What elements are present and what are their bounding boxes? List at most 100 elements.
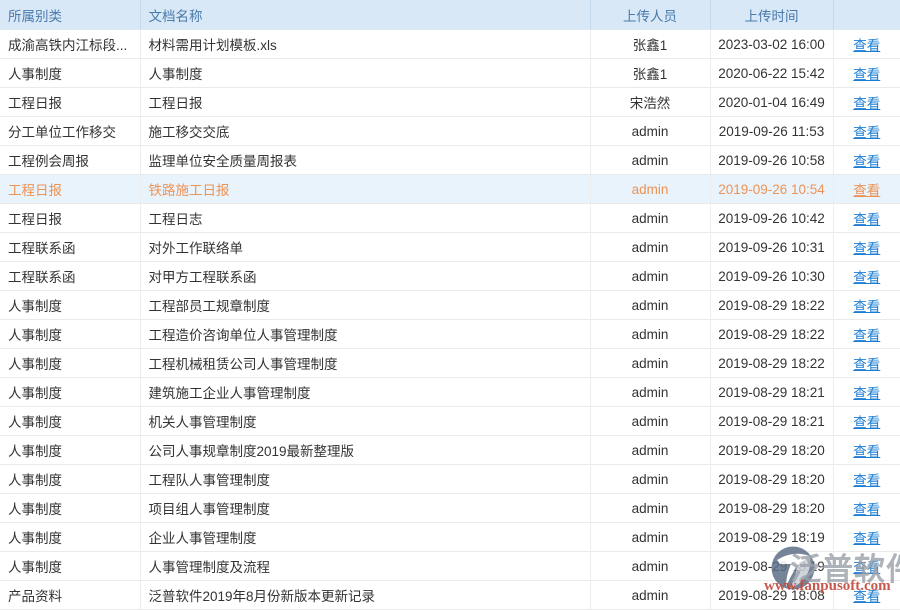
action-cell: 查看 (832, 435, 900, 465)
view-link[interactable]: 查看 (853, 444, 881, 459)
upload-time-cell: 2019-08-29 18:19 (709, 551, 833, 581)
upload-time-cell: 2019-08-29 18:20 (709, 435, 833, 465)
uploader-cell: admin (589, 348, 710, 378)
uploader-cell: admin (589, 116, 710, 146)
upload-time-cell: 2019-08-29 18:22 (709, 348, 833, 378)
view-link[interactable]: 查看 (853, 415, 881, 430)
doc-name-cell: 泛普软件2019年8月份新版本更新记录 (139, 580, 590, 610)
action-cell: 查看 (832, 464, 900, 494)
uploader-cell: admin (589, 493, 710, 523)
doc-name-cell: 施工移交交底 (139, 116, 590, 146)
uploader-cell: 张鑫1 (589, 58, 710, 88)
doc-name-cell: 人事制度 (139, 58, 590, 88)
category-cell: 人事制度 (0, 377, 140, 407)
view-link[interactable]: 查看 (853, 357, 881, 372)
upload-time-cell: 2019-08-29 18:19 (709, 522, 833, 552)
view-link[interactable]: 查看 (853, 386, 881, 401)
action-cell: 查看 (832, 174, 900, 204)
view-link[interactable]: 查看 (853, 531, 881, 546)
action-cell: 查看 (832, 522, 900, 552)
view-link[interactable]: 查看 (853, 328, 881, 343)
table-row: 人事制度 人事制度 张鑫1 2020-06-22 15:42 查看 (0, 58, 900, 88)
view-link[interactable]: 查看 (853, 67, 881, 82)
action-cell: 查看 (832, 580, 900, 610)
uploader-cell: admin (589, 174, 710, 204)
view-link[interactable]: 查看 (853, 270, 881, 285)
doc-name-cell: 对甲方工程联系函 (139, 261, 590, 291)
view-link[interactable]: 查看 (853, 154, 881, 169)
uploader-cell: admin (589, 406, 710, 436)
doc-name-cell: 工程部员工规章制度 (139, 290, 590, 320)
doc-name-cell: 对外工作联络单 (139, 232, 590, 262)
category-cell: 成渝高铁内江标段... (0, 29, 140, 59)
table-row: 工程例会周报 监理单位安全质量周报表 admin 2019-09-26 10:5… (0, 145, 900, 175)
uploader-cell: admin (589, 261, 710, 291)
view-link[interactable]: 查看 (853, 212, 881, 227)
uploader-cell: admin (589, 145, 710, 175)
category-cell: 工程联系函 (0, 232, 140, 262)
table-row: 人事制度 工程造价咨询单位人事管理制度 admin 2019-08-29 18:… (0, 319, 900, 349)
uploader-cell: admin (589, 580, 710, 610)
upload-time-cell: 2019-08-29 18:21 (709, 377, 833, 407)
view-link[interactable]: 查看 (853, 589, 881, 604)
category-cell: 工程例会周报 (0, 145, 140, 175)
action-cell: 查看 (832, 145, 900, 175)
action-cell: 查看 (832, 348, 900, 378)
view-link[interactable]: 查看 (853, 502, 881, 517)
column-header-doc_name: 文档名称 (139, 0, 590, 30)
view-link[interactable]: 查看 (853, 183, 881, 198)
table-row: 人事制度 公司人事规章制度2019最新整理版 admin 2019-08-29 … (0, 435, 900, 465)
doc-name-cell: 工程造价咨询单位人事管理制度 (139, 319, 590, 349)
table-row: 人事制度 工程机械租赁公司人事管理制度 admin 2019-08-29 18:… (0, 348, 900, 378)
doc-name-cell: 监理单位安全质量周报表 (139, 145, 590, 175)
action-cell: 查看 (832, 203, 900, 233)
table-row: 人事制度 人事管理制度及流程 admin 2019-08-29 18:19 查看 (0, 551, 900, 581)
uploader-cell: admin (589, 522, 710, 552)
upload-time-cell: 2019-09-26 10:58 (709, 145, 833, 175)
category-cell: 人事制度 (0, 348, 140, 378)
table-row: 工程联系函 对外工作联络单 admin 2019-09-26 10:31 查看 (0, 232, 900, 262)
upload-time-cell: 2020-01-04 16:49 (709, 87, 833, 117)
category-cell: 工程日报 (0, 203, 140, 233)
category-cell: 人事制度 (0, 290, 140, 320)
table-row: 工程日报 工程日报 宋浩然 2020-01-04 16:49 查看 (0, 87, 900, 117)
view-link[interactable]: 查看 (853, 241, 881, 256)
table-header-row: 所属别类 文档名称 上传人员 上传时间 (0, 0, 900, 30)
uploader-cell: admin (589, 551, 710, 581)
upload-time-cell: 2019-09-26 10:30 (709, 261, 833, 291)
category-cell: 分工单位工作移交 (0, 116, 140, 146)
doc-name-cell: 机关人事管理制度 (139, 406, 590, 436)
action-cell: 查看 (832, 58, 900, 88)
category-cell: 产品资料 (0, 580, 140, 610)
doc-name-cell: 材料需用计划模板.xls (139, 29, 590, 59)
view-link[interactable]: 查看 (853, 96, 881, 111)
table-row: 人事制度 工程队人事管理制度 admin 2019-08-29 18:20 查看 (0, 464, 900, 494)
upload-time-cell: 2020-06-22 15:42 (709, 58, 833, 88)
category-cell: 人事制度 (0, 551, 140, 581)
category-cell: 人事制度 (0, 319, 140, 349)
upload-time-cell: 2019-08-29 18:20 (709, 493, 833, 523)
table-row: 产品资料 泛普软件2019年8月份新版本更新记录 admin 2019-08-2… (0, 580, 900, 610)
action-cell: 查看 (832, 261, 900, 291)
table-row: 人事制度 机关人事管理制度 admin 2019-08-29 18:21 查看 (0, 406, 900, 436)
view-link[interactable]: 查看 (853, 560, 881, 575)
upload-time-cell: 2019-09-26 10:31 (709, 232, 833, 262)
doc-name-cell: 铁路施工日报 (139, 174, 590, 204)
view-link[interactable]: 查看 (853, 125, 881, 140)
action-cell: 查看 (832, 290, 900, 320)
action-cell: 查看 (832, 377, 900, 407)
action-cell: 查看 (832, 29, 900, 59)
doc-name-cell: 项目组人事管理制度 (139, 493, 590, 523)
upload-time-cell: 2019-09-26 10:42 (709, 203, 833, 233)
view-link[interactable]: 查看 (853, 299, 881, 314)
action-cell: 查看 (832, 87, 900, 117)
view-link[interactable]: 查看 (853, 38, 881, 53)
view-link[interactable]: 查看 (853, 473, 881, 488)
table-row: 人事制度 建筑施工企业人事管理制度 admin 2019-08-29 18:21… (0, 377, 900, 407)
category-cell: 工程日报 (0, 174, 140, 204)
table-body: 成渝高铁内江标段... 材料需用计划模板.xls 张鑫1 2023-03-02 … (0, 29, 900, 610)
upload-time-cell: 2023-03-02 16:00 (709, 29, 833, 59)
uploader-cell: admin (589, 319, 710, 349)
action-cell: 查看 (832, 551, 900, 581)
